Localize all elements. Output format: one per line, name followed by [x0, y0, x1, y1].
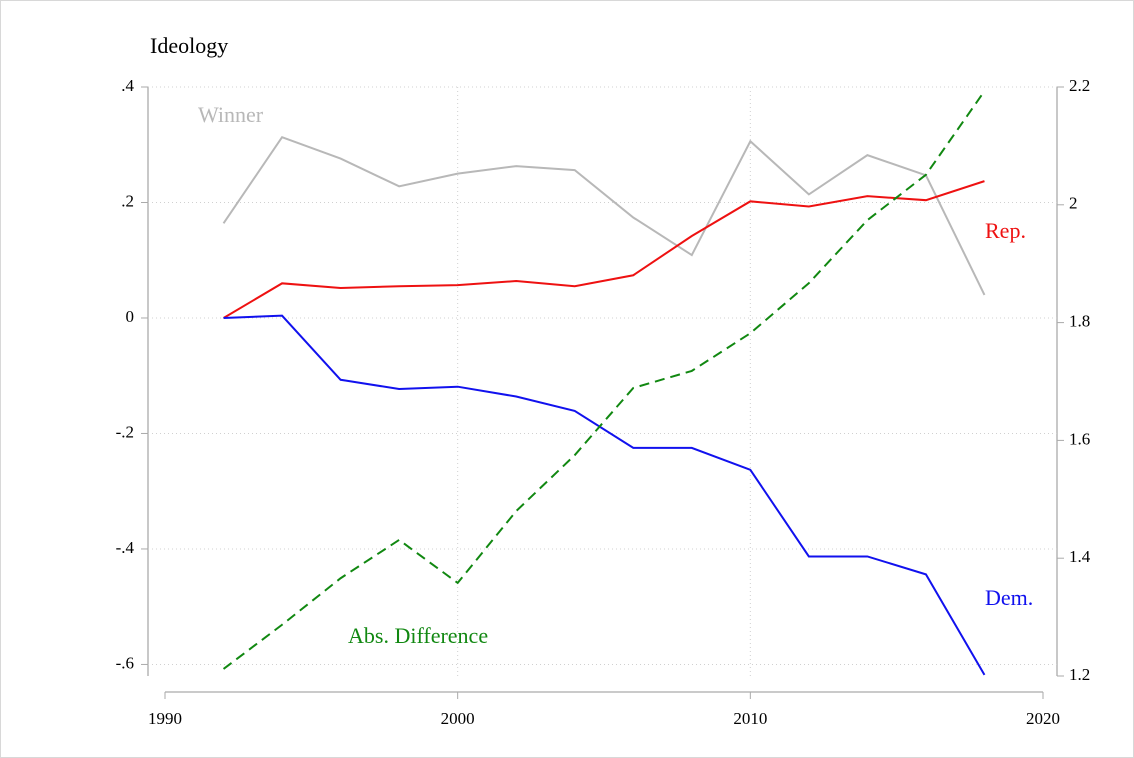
y2-tick-label: 1.2: [1069, 665, 1090, 684]
y-tick-label: -.6: [116, 653, 134, 672]
y-tick-label: .4: [121, 76, 134, 95]
y2-tick-label: 2.2: [1069, 76, 1090, 95]
y-tick-label: -.2: [116, 422, 134, 441]
line-series: [223, 314, 986, 676]
series-label: Winner: [198, 102, 264, 127]
line-series: [222, 136, 986, 296]
y2-tick-label: 2: [1069, 194, 1078, 213]
y-tick-label: -.4: [116, 538, 135, 557]
y-tick-label: .2: [121, 191, 134, 210]
series-label: Dem.: [985, 585, 1033, 610]
y2-tick-label: 1.6: [1069, 429, 1090, 448]
x-tick-label: 1990: [148, 709, 182, 728]
series-label: Rep.: [985, 218, 1026, 243]
line-series: [223, 180, 985, 319]
series-label: Abs. Difference: [348, 623, 488, 648]
x-tick-label: 2020: [1026, 709, 1060, 728]
y2-tick-label: 1.8: [1069, 312, 1090, 331]
y-axis-title: Ideology: [150, 33, 228, 58]
x-tick-label: 2010: [733, 709, 767, 728]
y2-tick-label: 1.4: [1069, 547, 1091, 566]
y-tick-label: 0: [126, 307, 135, 326]
x-tick-label: 2000: [441, 709, 475, 728]
line-series: [222, 90, 986, 670]
